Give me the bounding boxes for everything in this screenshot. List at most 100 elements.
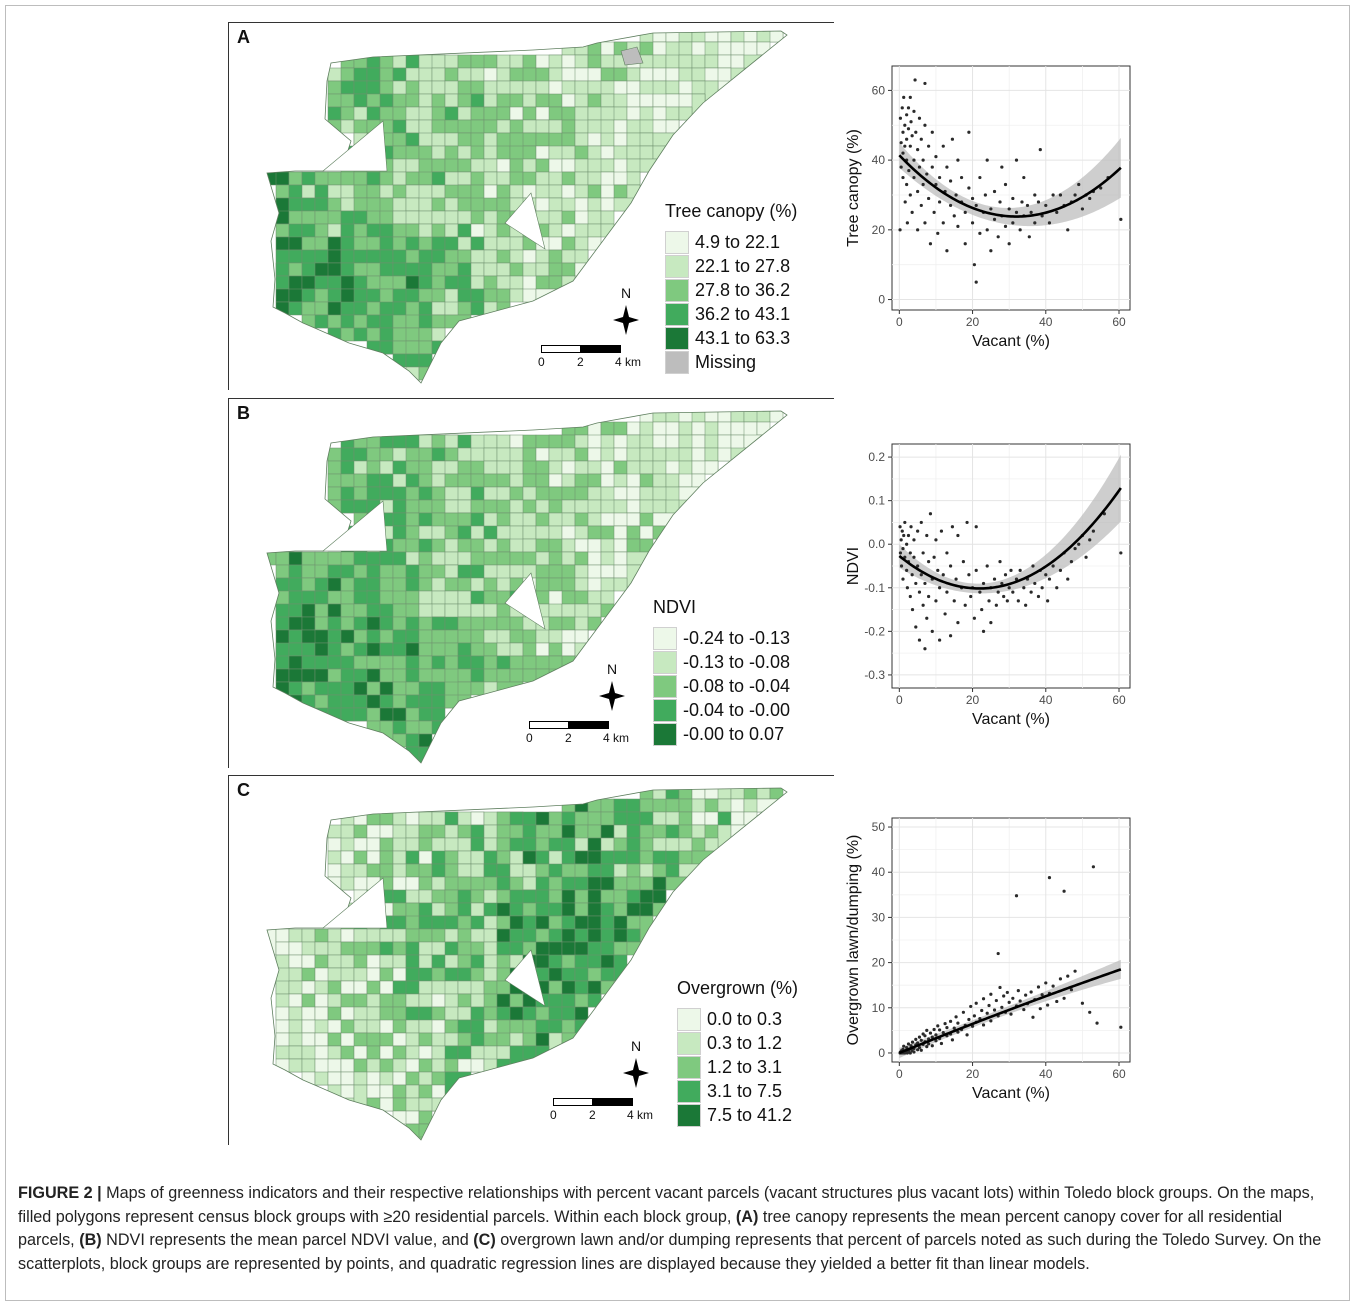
block-group <box>392 314 407 329</box>
block-group <box>353 80 368 95</box>
block-group <box>483 236 498 251</box>
block-group <box>639 525 654 540</box>
excluded-area <box>322 877 388 929</box>
block-group <box>405 616 420 631</box>
data-point <box>903 144 907 148</box>
data-point <box>1088 196 1092 201</box>
block-group <box>431 1032 446 1047</box>
block-group <box>509 538 524 553</box>
block-group <box>340 603 355 618</box>
legend-label: -0.04 to -0.00 <box>683 699 791 720</box>
data-point <box>930 1044 934 1048</box>
block-group <box>613 798 628 813</box>
block-group <box>548 889 563 904</box>
block-group <box>405 889 420 904</box>
block-group <box>613 119 628 134</box>
legend-label: 4.9 to 22.1 <box>695 231 781 252</box>
block-group <box>314 616 329 631</box>
block-group <box>405 590 420 605</box>
block-group <box>457 184 472 199</box>
confidence-band <box>899 137 1121 227</box>
block-group <box>665 106 680 121</box>
block-group <box>522 512 537 527</box>
block-group <box>288 993 303 1008</box>
block-group <box>288 262 303 277</box>
block-group <box>613 863 628 878</box>
block-group <box>379 824 394 839</box>
data-point <box>923 123 927 127</box>
block-group <box>522 93 537 108</box>
data-point <box>923 81 927 86</box>
block-group <box>444 460 459 475</box>
y-tick-label: 20 <box>872 223 886 237</box>
data-point <box>934 155 938 159</box>
block-group <box>470 668 485 683</box>
block-group <box>574 954 589 969</box>
block-group <box>561 616 576 631</box>
block-group <box>418 642 433 657</box>
data-point <box>1044 203 1048 208</box>
data-point <box>978 231 982 235</box>
block-group <box>652 811 667 826</box>
block-group <box>275 223 290 238</box>
data-point <box>961 560 965 564</box>
data-point <box>916 148 920 152</box>
block-group <box>340 590 355 605</box>
scale-label-0: 0 <box>526 731 533 745</box>
data-point <box>934 1033 938 1037</box>
data-point <box>912 555 916 559</box>
y-tick-label: 60 <box>872 83 886 97</box>
block-group <box>535 642 550 657</box>
block-group <box>366 1071 381 1086</box>
block-group <box>405 1110 420 1125</box>
data-point <box>1018 228 1022 232</box>
block-group <box>483 863 498 878</box>
legend-label: -0.08 to -0.04 <box>683 675 791 696</box>
caption-c-label: (C) <box>473 1231 496 1250</box>
block-group <box>717 41 732 56</box>
block-group <box>431 954 446 969</box>
block-group <box>327 564 342 579</box>
block-group <box>574 473 589 488</box>
data-point <box>941 221 945 225</box>
x-tick-label: 60 <box>1112 693 1126 707</box>
block-group <box>366 210 381 225</box>
block-group <box>418 863 433 878</box>
data-point <box>1011 196 1015 201</box>
block-group <box>340 93 355 108</box>
block-group <box>379 681 394 696</box>
data-point <box>912 538 916 542</box>
block-group <box>639 67 654 82</box>
block-group <box>392 928 407 943</box>
data-point <box>925 533 929 538</box>
block-group <box>561 210 576 225</box>
block-group <box>301 1058 316 1073</box>
block-group <box>379 486 394 501</box>
block-group <box>288 967 303 982</box>
data-point <box>1058 977 1063 981</box>
block-group <box>613 421 628 436</box>
data-point <box>916 1048 920 1052</box>
block-group <box>574 915 589 930</box>
north-arrow: N <box>621 1038 651 1090</box>
block-group <box>405 132 420 147</box>
block-group <box>483 460 498 475</box>
block-group <box>366 1045 381 1060</box>
block-group <box>431 655 446 670</box>
data-point <box>938 200 942 204</box>
block-group <box>561 473 576 488</box>
block-group <box>314 1032 329 1047</box>
x-axis-label: Vacant (%) <box>972 1085 1050 1102</box>
legend-swatch <box>653 626 677 650</box>
data-point <box>954 1015 958 1019</box>
data-point <box>905 586 909 590</box>
block-group <box>353 1032 368 1047</box>
block-group <box>314 1071 329 1086</box>
block-group <box>444 889 459 904</box>
block-group <box>301 1006 316 1021</box>
data-point <box>1046 1003 1050 1007</box>
block-group <box>340 119 355 134</box>
block-group <box>509 902 524 917</box>
block-group <box>509 447 524 462</box>
block-group <box>366 447 381 462</box>
